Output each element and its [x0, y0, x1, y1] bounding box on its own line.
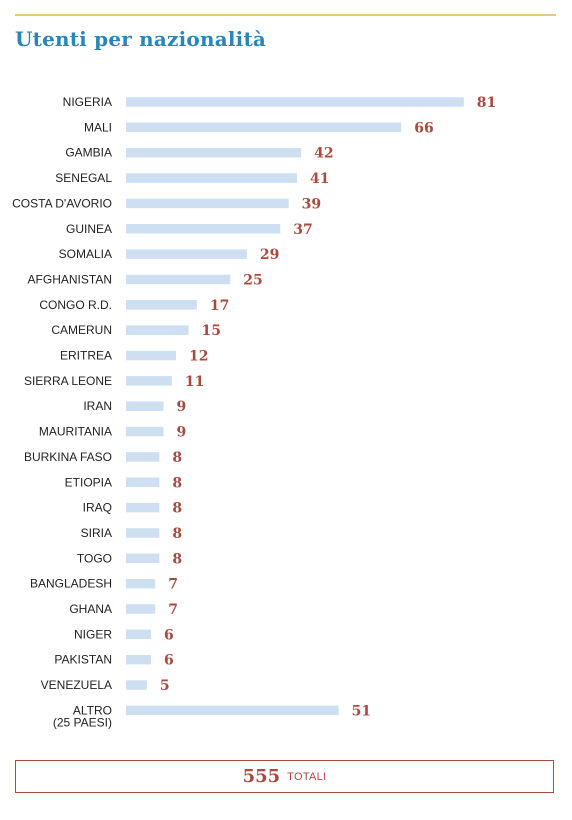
category-label: GUINEA — [66, 222, 112, 236]
category-label: ALTRO (25 PAESI) — [53, 703, 112, 729]
bar — [126, 654, 152, 665]
value-label: 17 — [210, 298, 229, 314]
category-label: MALI — [84, 120, 112, 134]
category-label: PAKISTAN — [54, 653, 112, 667]
value-label: 9 — [177, 425, 187, 441]
bar — [126, 224, 281, 234]
value-label: 25 — [243, 272, 262, 288]
value-label: 9 — [177, 399, 187, 415]
bar — [126, 376, 172, 386]
value-label: 66 — [414, 120, 433, 136]
bar — [126, 705, 339, 716]
value-label: 37 — [293, 222, 312, 238]
value-label: 11 — [185, 374, 204, 390]
bar — [126, 401, 164, 411]
total-box: 555 TOTALI — [15, 760, 554, 793]
value-label: 8 — [172, 501, 182, 517]
bar — [126, 528, 160, 538]
value-label: 12 — [189, 349, 208, 365]
bar — [126, 553, 160, 564]
top-rule — [15, 14, 556, 16]
bar — [126, 604, 156, 614]
bar — [126, 477, 160, 487]
category-label: COSTA D'AVORIO — [12, 196, 112, 210]
value-label: 42 — [314, 146, 333, 162]
total-label: TOTALI — [287, 770, 327, 783]
bar — [126, 325, 189, 335]
category-label: CONGO R.D. — [39, 298, 112, 312]
value-label: 39 — [302, 196, 321, 212]
category-label: ETIOPIA — [65, 475, 112, 489]
category-label: BURKINA FASO — [24, 450, 112, 464]
value-label: 8 — [172, 475, 182, 491]
value-label: 5 — [160, 678, 170, 694]
value-label: 7 — [168, 602, 178, 618]
category-label: AFGHANISTAN — [28, 272, 112, 286]
bar — [126, 578, 156, 589]
value-label: 6 — [164, 627, 174, 643]
category-label: NIGER — [74, 627, 112, 641]
category-label: TOGO — [77, 551, 112, 565]
value-label: 7 — [168, 577, 178, 593]
value-label: 15 — [202, 323, 221, 339]
bar — [126, 249, 247, 259]
value-label: 8 — [172, 450, 182, 466]
value-label: 29 — [260, 247, 279, 263]
bar — [126, 147, 302, 158]
bar — [126, 502, 160, 513]
category-label: GHANA — [69, 602, 112, 616]
category-label: SOMALIA — [59, 247, 112, 261]
bar — [126, 173, 297, 183]
category-label: MAURITANIA — [39, 425, 112, 439]
category-label: IRAQ — [83, 501, 112, 515]
bar — [126, 122, 402, 133]
bar — [126, 198, 289, 209]
bar — [126, 452, 160, 462]
category-label: CAMERUN — [51, 323, 112, 337]
category-label: BANGLADESH — [30, 577, 112, 591]
value-label: 8 — [172, 526, 182, 542]
category-label: SIERRA LEONE — [24, 374, 112, 388]
value-label: 8 — [172, 551, 182, 567]
bar — [126, 274, 231, 285]
bar — [126, 680, 147, 690]
category-label: IRAN — [83, 399, 112, 413]
category-label: SIRIA — [81, 526, 112, 540]
category-label: SENEGAL — [55, 171, 112, 185]
bar — [126, 97, 464, 107]
total-value: 555 — [242, 766, 281, 787]
category-label: VENEZUELA — [41, 678, 112, 692]
category-label: GAMBIA — [65, 146, 112, 160]
category-label: ERITREA — [60, 349, 112, 363]
value-label: 81 — [477, 95, 496, 111]
bar — [126, 426, 164, 437]
bar — [126, 629, 152, 640]
bar — [126, 350, 177, 361]
bar — [126, 300, 197, 310]
value-label: 6 — [164, 653, 174, 669]
chart-title: Utenti per nazionalità — [15, 27, 267, 51]
value-label: 51 — [352, 703, 371, 719]
category-label: NIGERIA — [63, 95, 112, 109]
value-label: 41 — [310, 171, 329, 187]
